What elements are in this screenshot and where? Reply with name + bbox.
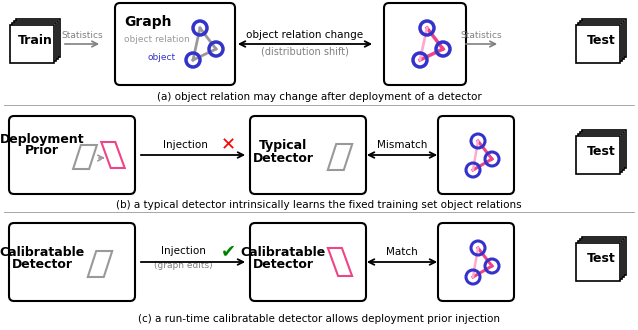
Text: ✕: ✕ (221, 136, 235, 154)
FancyBboxPatch shape (17, 19, 61, 57)
FancyBboxPatch shape (576, 243, 620, 281)
FancyBboxPatch shape (250, 116, 366, 194)
FancyBboxPatch shape (576, 136, 620, 174)
Text: Train: Train (18, 34, 52, 47)
Text: Test: Test (587, 145, 616, 158)
Text: Injection: Injection (163, 140, 207, 150)
Text: Test: Test (587, 34, 616, 47)
FancyBboxPatch shape (14, 21, 58, 59)
Text: object: object (148, 52, 176, 61)
Text: Calibratable: Calibratable (0, 246, 85, 258)
FancyBboxPatch shape (10, 25, 54, 63)
Text: Mismatch: Mismatch (377, 140, 427, 150)
FancyBboxPatch shape (578, 23, 622, 61)
Text: Detector: Detector (11, 258, 73, 272)
FancyBboxPatch shape (580, 21, 624, 59)
Text: (b) a typical detector intrinsically learns the fixed training set object relati: (b) a typical detector intrinsically lea… (116, 200, 522, 210)
FancyBboxPatch shape (582, 19, 627, 57)
FancyBboxPatch shape (115, 3, 235, 85)
FancyBboxPatch shape (580, 132, 624, 170)
Text: Typical: Typical (259, 139, 307, 151)
Text: Injection: Injection (161, 246, 205, 256)
FancyBboxPatch shape (582, 237, 627, 275)
Text: (distribution shift): (distribution shift) (261, 46, 349, 56)
FancyBboxPatch shape (438, 116, 514, 194)
Text: ✔: ✔ (221, 242, 235, 260)
FancyBboxPatch shape (578, 134, 622, 172)
Text: Calibratable: Calibratable (241, 246, 325, 258)
Text: Match: Match (386, 247, 418, 257)
FancyBboxPatch shape (438, 223, 514, 301)
FancyBboxPatch shape (9, 223, 135, 301)
Text: Statistics: Statistics (460, 31, 502, 41)
Text: (c) a run-time calibratable detector allows deployment prior injection: (c) a run-time calibratable detector all… (138, 314, 500, 324)
FancyBboxPatch shape (580, 239, 624, 277)
FancyBboxPatch shape (582, 130, 627, 168)
Text: object relation change: object relation change (246, 30, 364, 40)
Text: Statistics: Statistics (61, 31, 103, 41)
Text: Deployment: Deployment (0, 133, 84, 146)
Text: (graph edits): (graph edits) (154, 260, 212, 270)
FancyBboxPatch shape (576, 25, 620, 63)
Text: Detector: Detector (253, 258, 313, 272)
FancyBboxPatch shape (578, 241, 622, 279)
Text: object relation: object relation (124, 36, 190, 45)
FancyBboxPatch shape (250, 223, 366, 301)
Text: Graph: Graph (124, 15, 172, 29)
FancyBboxPatch shape (12, 23, 56, 61)
Text: (a) object relation may change after deployment of a detector: (a) object relation may change after dep… (156, 92, 482, 102)
FancyBboxPatch shape (9, 116, 135, 194)
Text: Detector: Detector (253, 151, 313, 164)
Text: Prior: Prior (25, 145, 59, 157)
FancyBboxPatch shape (384, 3, 466, 85)
Text: Test: Test (587, 252, 616, 265)
